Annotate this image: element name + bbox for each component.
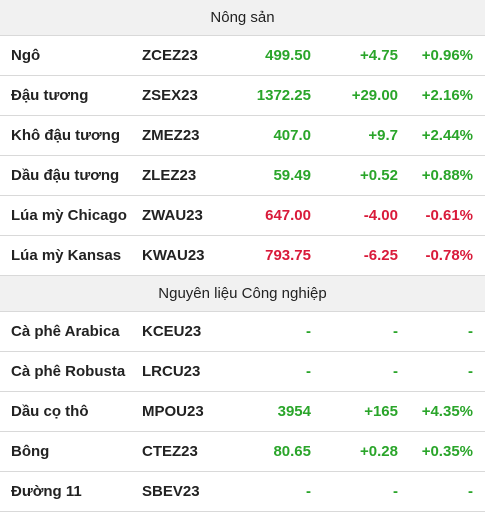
table-row[interactable]: Cà phê Arabica KCEU23 - - - <box>0 312 485 352</box>
contract-code: KWAU23 <box>142 247 205 264</box>
change-value: - <box>393 483 398 500</box>
contract-code: LRCU23 <box>142 363 201 380</box>
contract-code: ZSEX23 <box>142 87 198 104</box>
change-percent: - <box>468 363 473 380</box>
table-row[interactable]: Lúa mỳ Kansas KWAU23 793.75 -6.25 -0.78% <box>0 236 485 276</box>
change-value: -4.00 <box>363 207 398 224</box>
price-value: - <box>306 323 311 340</box>
section-header: Nông sản <box>0 0 485 36</box>
change-percent: -0.78% <box>425 247 473 264</box>
change-percent: -0.61% <box>425 207 473 224</box>
table-row[interactable]: Khô đậu tương ZMEZ23 407.0 +9.7 +2.44% <box>0 116 485 156</box>
contract-code: KCEU23 <box>142 323 202 340</box>
commodity-name: Bông <box>11 443 50 460</box>
contract-code: CTEZ23 <box>142 443 198 460</box>
contract-code: ZMEZ23 <box>142 127 200 144</box>
change-percent: +2.44% <box>421 127 473 144</box>
table-row[interactable]: Dầu đậu tương ZLEZ23 59.49 +0.52 +0.88% <box>0 156 485 196</box>
table-row[interactable]: Cà phê Robusta LRCU23 - - - <box>0 352 485 392</box>
table-row[interactable]: Ngô ZCEZ23 499.50 +4.75 +0.96% <box>0 36 485 76</box>
contract-code: ZLEZ23 <box>142 167 197 184</box>
price-value: 3954 <box>277 403 311 420</box>
commodity-name: Khô đậu tương <box>11 127 121 144</box>
table-row[interactable]: Đậu tương ZSEX23 1372.25 +29.00 +2.16% <box>0 76 485 116</box>
change-value: - <box>393 323 398 340</box>
commodity-name: Đậu tương <box>11 87 89 104</box>
commodity-name: Lúa mỳ Chicago <box>11 207 127 224</box>
contract-code: ZCEZ23 <box>142 47 198 64</box>
change-value: +4.75 <box>360 47 398 64</box>
change-value: +29.00 <box>351 87 398 104</box>
price-value: 59.49 <box>273 167 311 184</box>
change-percent: - <box>468 323 473 340</box>
section-header: Nguyên liệu Công nghiệp <box>0 276 485 312</box>
contract-code: MPOU23 <box>142 403 204 420</box>
table-row[interactable]: Lúa mỳ Chicago ZWAU23 647.00 -4.00 -0.61… <box>0 196 485 236</box>
commodity-name: Dầu cọ thô <box>11 403 89 420</box>
change-percent: - <box>468 483 473 500</box>
contract-code: ZWAU23 <box>142 207 203 224</box>
commodity-name: Cà phê Robusta <box>11 363 126 380</box>
commodity-name: Dầu đậu tương <box>11 167 120 184</box>
price-value: 80.65 <box>273 443 311 460</box>
change-value: - <box>393 363 398 380</box>
price-value: 793.75 <box>265 247 311 264</box>
change-percent: +0.35% <box>421 443 473 460</box>
change-value: +9.7 <box>368 127 398 144</box>
change-percent: +0.96% <box>421 47 473 64</box>
commodity-name: Đường 11 <box>11 483 82 500</box>
table-row[interactable]: Bông CTEZ23 80.65 +0.28 +0.35% <box>0 432 485 472</box>
commodity-name: Cà phê Arabica <box>11 323 120 340</box>
table-row[interactable]: Dầu cọ thô MPOU23 3954 +165 +4.35% <box>0 392 485 432</box>
change-percent: +2.16% <box>421 87 473 104</box>
contract-code: SBEV23 <box>142 483 200 500</box>
price-value: - <box>306 483 311 500</box>
change-percent: +4.35% <box>421 403 473 420</box>
change-value: -6.25 <box>363 247 398 264</box>
change-value: +0.52 <box>360 167 398 184</box>
table-row[interactable]: Đường 11 SBEV23 - - - <box>0 472 485 512</box>
change-value: +0.28 <box>360 443 398 460</box>
change-value: +165 <box>364 403 398 420</box>
price-value: 407.0 <box>273 127 311 144</box>
price-value: - <box>306 363 311 380</box>
price-value: 647.00 <box>265 207 311 224</box>
commodity-name: Ngô <box>11 47 41 64</box>
commodity-name: Lúa mỳ Kansas <box>11 247 122 264</box>
change-percent: +0.88% <box>421 167 473 184</box>
price-value: 499.50 <box>265 47 311 64</box>
price-value: 1372.25 <box>256 87 311 104</box>
